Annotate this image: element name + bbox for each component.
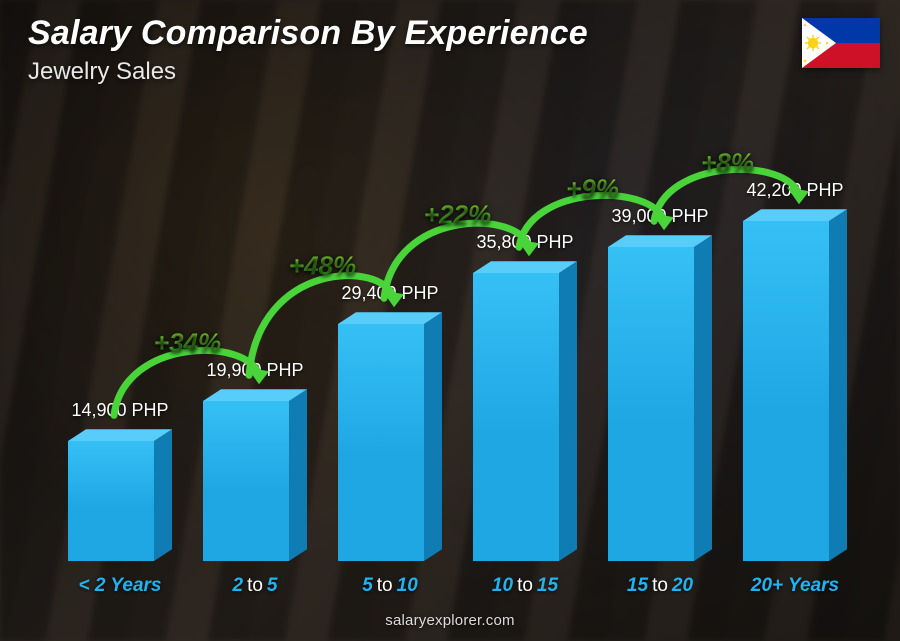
x-category-label: 10to15 — [465, 575, 585, 597]
x-category-label: 20+ Years — [735, 575, 855, 597]
footer-credit: salaryexplorer.com — [0, 612, 900, 629]
philippines-flag-icon — [802, 18, 880, 68]
infographic-stage: Salary Comparison By Experience Jewelry … — [0, 0, 900, 641]
x-category-label: < 2 Years — [60, 575, 180, 597]
x-category-label: 15to20 — [600, 575, 720, 597]
page-subtitle: Jewelry Sales — [28, 58, 176, 86]
x-category-label: 2to5 — [195, 575, 315, 597]
bar-chart: 14,900 PHP19,900 PHP29,400 PHP35,800 PHP… — [40, 110, 840, 561]
pct-change-label: +8% — [701, 148, 754, 179]
x-category-label: 5to10 — [330, 575, 450, 597]
x-axis: < 2 Years2to55to1010to1515to2020+ Years — [40, 571, 840, 597]
page-title: Salary Comparison By Experience — [28, 14, 588, 53]
content-layer: Salary Comparison By Experience Jewelry … — [0, 0, 900, 641]
